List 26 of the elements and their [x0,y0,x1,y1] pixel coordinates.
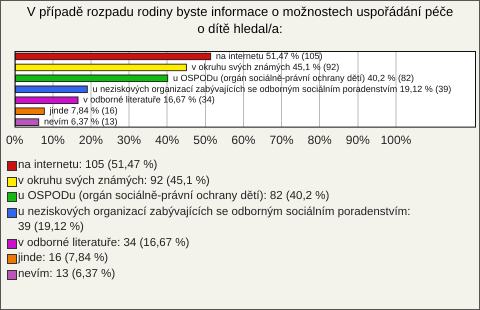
x-tick-label: 90% [346,133,370,148]
x-tick-label: 0% [6,133,24,148]
category-label: jinde 7,84 % (16) [50,106,118,116]
x-tick-label: 10% [40,133,66,148]
x-tick-label: 100% [380,133,412,148]
chart-title: V případě rozpadu rodiny byste informace o možnostech uspořádání péče o dítě hledal/a: [26,3,454,37]
category-label: v okruhu svých známých 45,1 % (92) [192,62,340,72]
category-label: nevím 6,37 % (13) [44,116,118,127]
text: nevím: 13 (6,37 %) [18,268,116,280]
category-label: na internetu 51,47 % (105) [216,50,322,61]
text: v odborné literatuře: 34 (16,67 %) [18,236,190,248]
text: na internetu: 105 (51,47 %) [18,159,158,171]
text: v okruhu svých známých: 92 (45,1 %) [18,174,210,186]
category-label: u OSPODu (orgán sociálně-právní ochrany dětí) 40,2 % (82) [172,72,414,83]
category-label: v odborné literatuře 16,67 % (34) [83,94,215,105]
x-tick-label: 70% [270,133,294,148]
category-label: u neziskových organizací zabývajících se odborným sociálním poradenstvím 19,12 % (39) [92,84,452,94]
x-tick-label: 40% [155,133,180,148]
text: u OSPODu (orgán sociálně-právní ochrany dětí): 82 (40,2 %) [18,190,330,202]
text: u neziskových organizací zabývajících se odborným sociálním poradenstvím: 39 (19,12 %) [18,206,410,233]
x-tick-label: 20% [78,133,104,148]
x-tick-label: 50% [193,133,218,148]
x-tick-label: 80% [308,133,332,148]
x-tick-label: 30% [117,133,142,148]
x-tick-label: 60% [231,133,256,148]
text: jinde: 16 (7,84 %) [18,252,108,264]
